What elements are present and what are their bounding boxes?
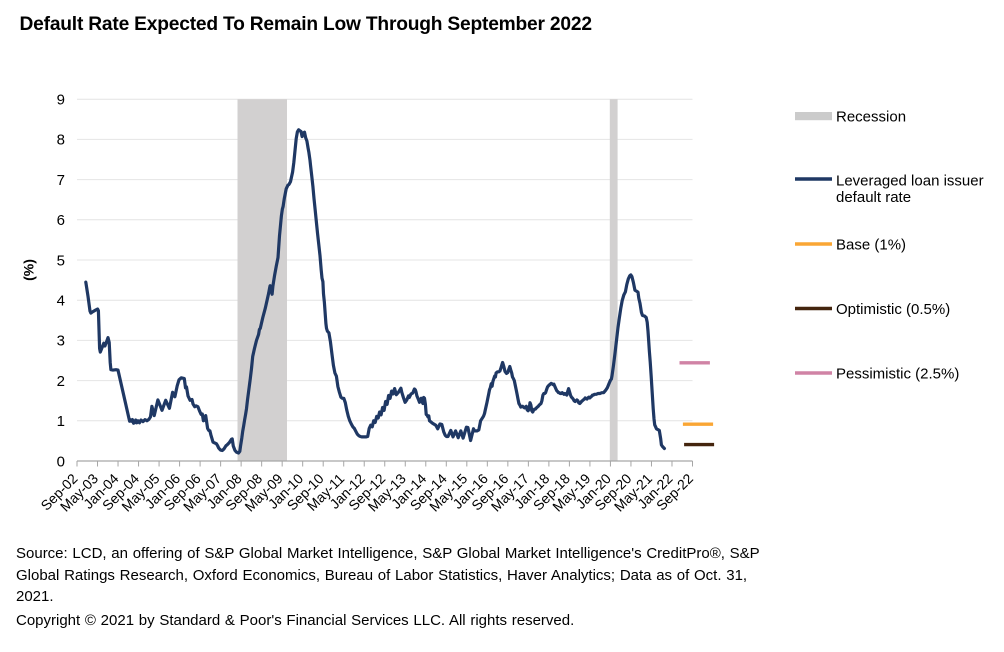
svg-text:(%): (%) (21, 259, 37, 281)
svg-text:Recession: Recession (836, 108, 906, 125)
svg-text:6: 6 (57, 212, 65, 229)
svg-text:Base (1%): Base (1%) (836, 236, 906, 253)
svg-text:Pessimistic (2.5%): Pessimistic (2.5%) (836, 365, 959, 382)
svg-text:4: 4 (57, 293, 65, 310)
svg-text:7: 7 (57, 172, 65, 189)
svg-text:Leveraged loan issuer: Leveraged loan issuer (836, 172, 984, 189)
svg-text:Optimistic (0.5%): Optimistic (0.5%) (836, 301, 950, 318)
svg-text:5: 5 (57, 252, 65, 269)
svg-text:3: 3 (57, 333, 65, 350)
svg-text:0: 0 (57, 453, 65, 470)
svg-text:1: 1 (57, 413, 65, 430)
svg-text:default rate: default rate (836, 189, 911, 206)
svg-text:9: 9 (57, 92, 65, 109)
svg-text:2: 2 (57, 373, 65, 390)
svg-text:8: 8 (57, 132, 65, 149)
